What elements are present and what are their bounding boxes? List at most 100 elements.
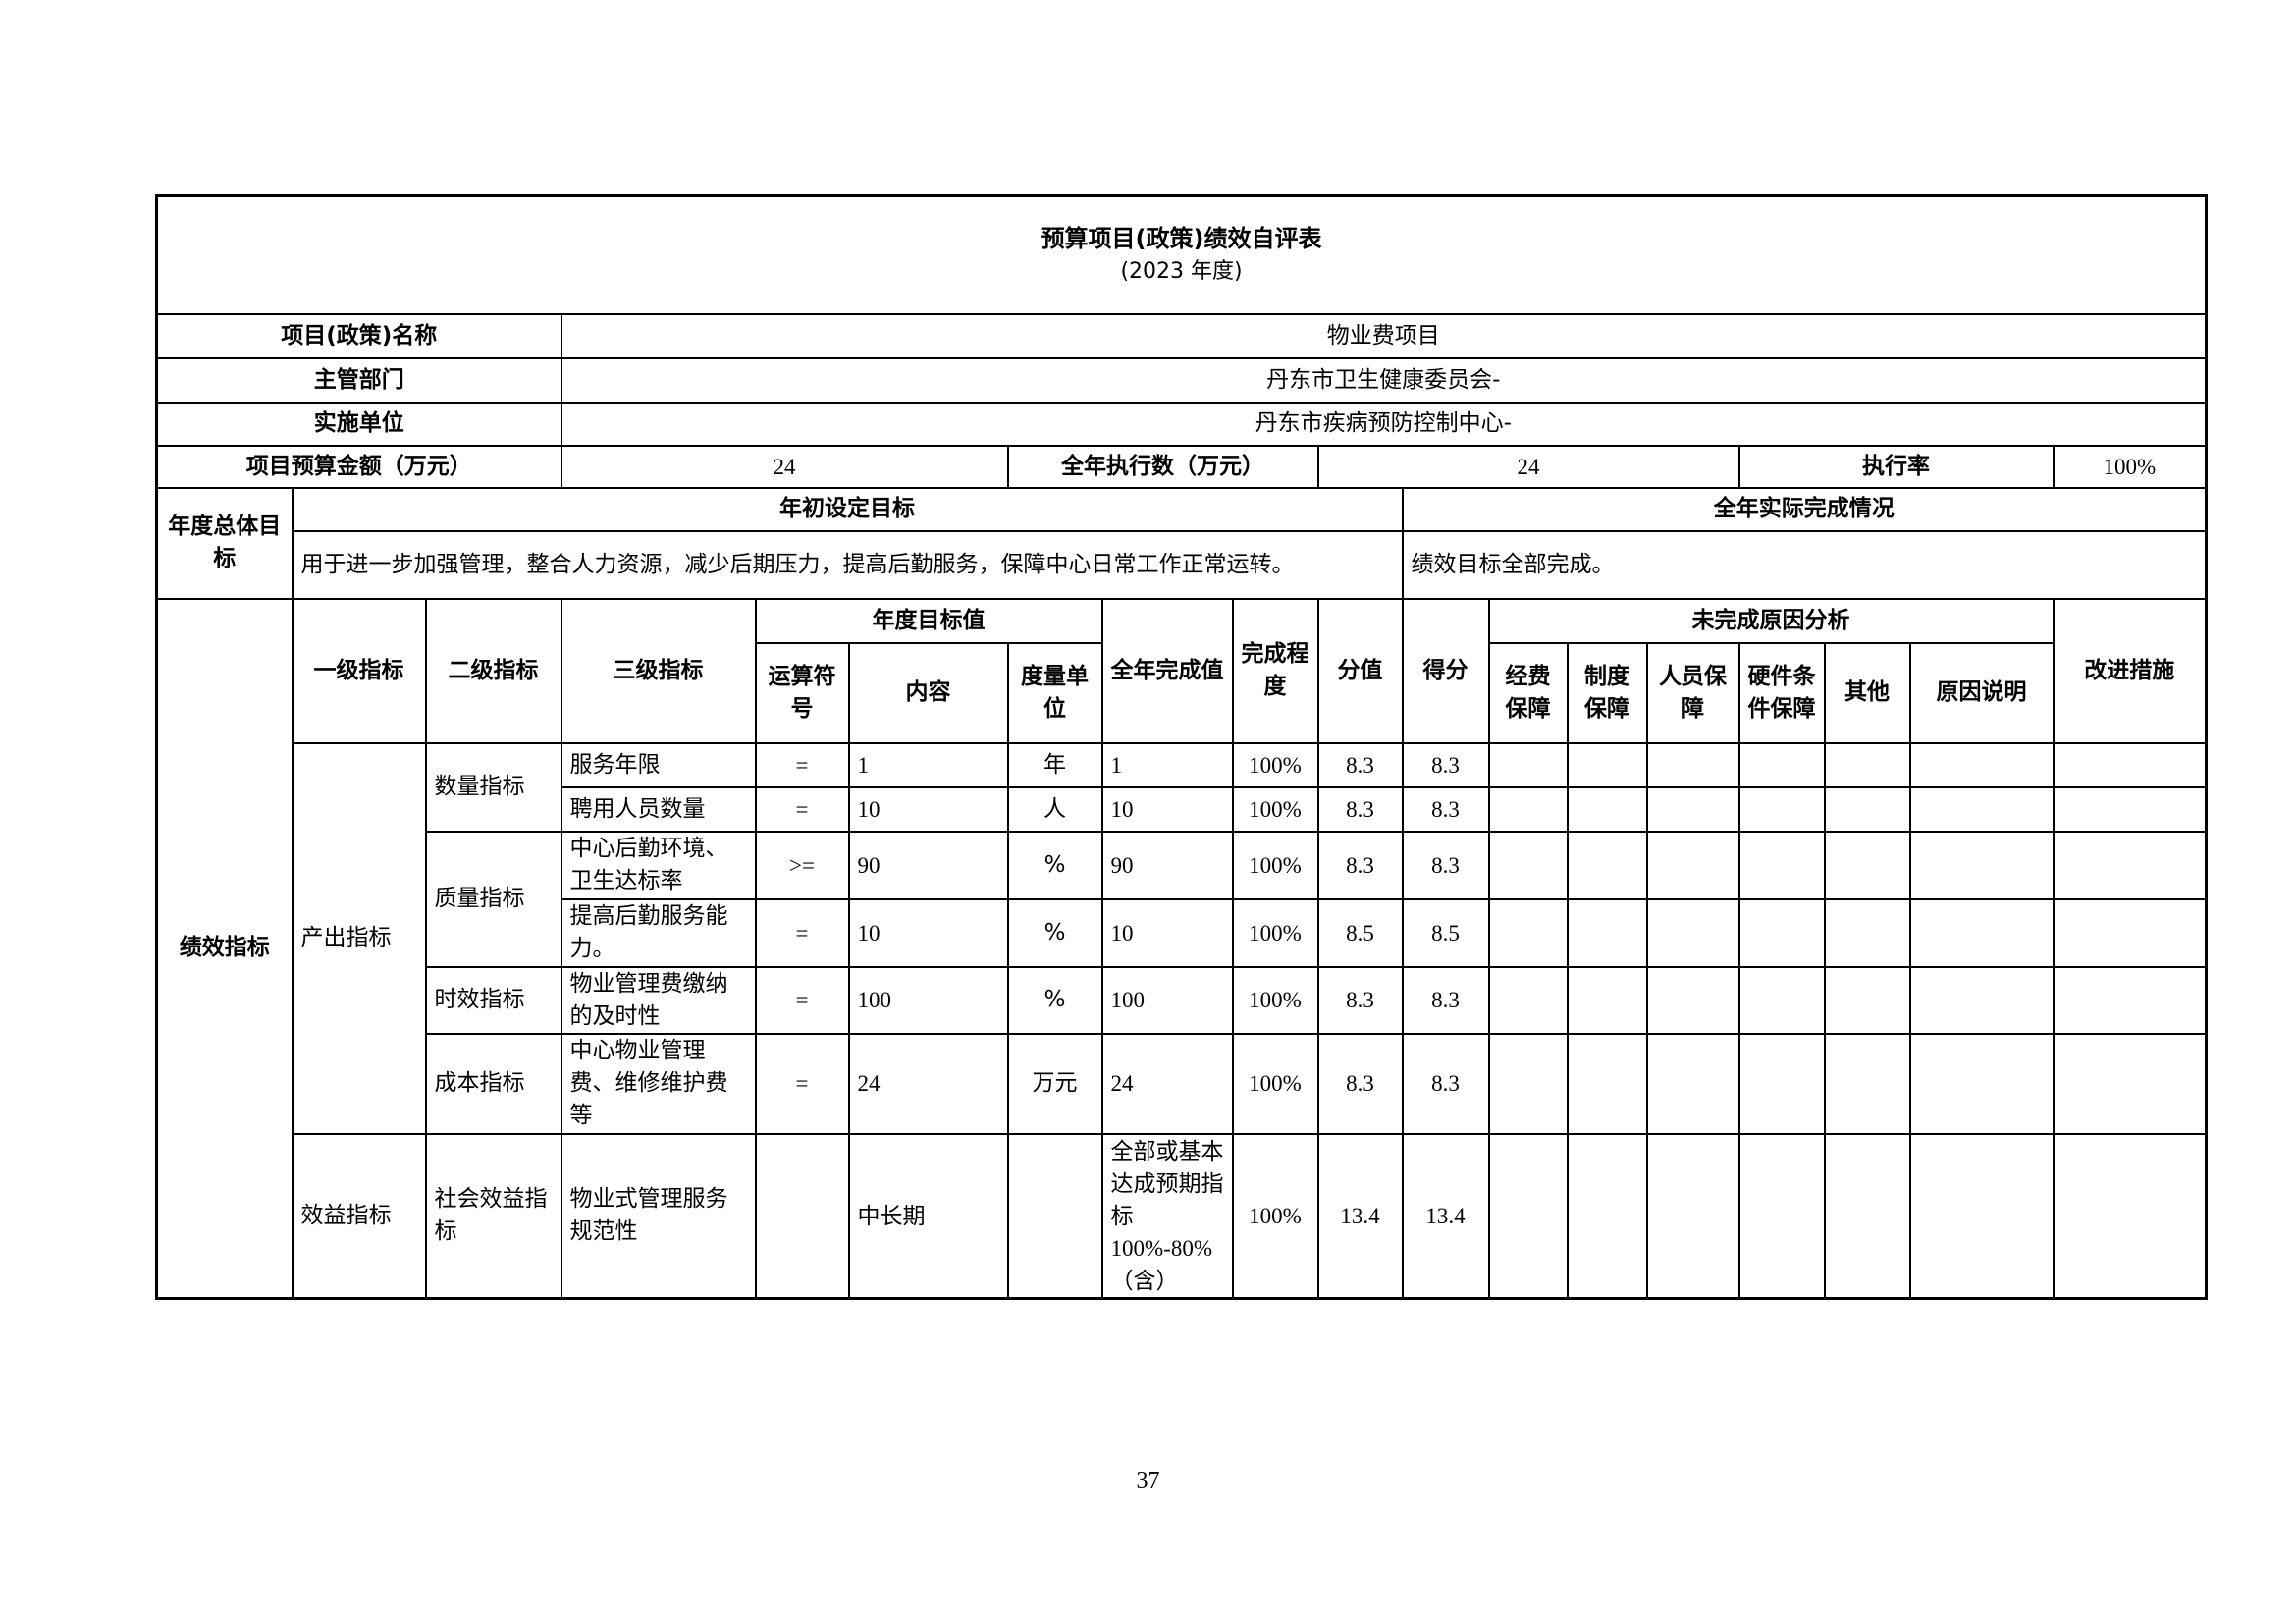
- weight-cell: 8.5: [1316, 897, 1404, 968]
- dept-label: 主管部门: [155, 356, 562, 404]
- group-timeliness: 时效指标: [424, 965, 562, 1035]
- table-row: 提高后勤服务能力。 = 10% 10 100% 8.5 8.5: [157, 897, 2208, 968]
- unit-cell: 人: [1006, 785, 1103, 833]
- header-actual: 全年完成值: [1100, 597, 1234, 744]
- header-score: 得分: [1401, 597, 1490, 744]
- header-improvement: 改进措施: [2052, 597, 2208, 744]
- empty-cell: [1908, 1132, 2055, 1300]
- empty-cell: [1737, 1132, 1826, 1300]
- header-weight: 分值: [1316, 597, 1404, 744]
- performance-self-evaluation-table: 预算项目(政策)绩效自评表 (2023 年度) 项目(政策)名称 物业费项目 主…: [155, 194, 2209, 1300]
- empty-cell: [1487, 897, 1569, 968]
- operator-cell: =: [754, 897, 850, 968]
- score-cell: 8.3: [1401, 1032, 1490, 1135]
- target-content-cell: 10: [847, 897, 1009, 968]
- table-row: 效益指标 社会效益指标 物业式管理服务规范性 中长期 全部或基本达成预期指标100%…: [157, 1132, 2208, 1300]
- empty-cell: [1645, 741, 1740, 788]
- header-operator: 运算符号: [754, 641, 850, 744]
- rate-value: 100%: [2052, 444, 2208, 489]
- indicators-label: 绩效指标: [155, 597, 294, 1300]
- unit-cell: %: [1006, 830, 1103, 900]
- table-row: 时效指标 物业管理费缴纳的及时性 = 100% 100 100% 8.3 8.3: [157, 965, 2208, 1035]
- completion-cell: 100%: [1231, 897, 1319, 968]
- empty-cell: [1645, 830, 1740, 900]
- empty-cell: [1908, 897, 2055, 968]
- actual-value-cell: 90: [1100, 830, 1234, 900]
- target-text: 用于进一步加强管理，整合人力资源，减少后期压力，提高后勤服务，保障中心日常工作正…: [291, 529, 1404, 600]
- actual-value-cell: 10: [1100, 897, 1234, 968]
- indicator-name-cell: 中心后勤环境、卫生达标率: [560, 830, 757, 900]
- indicator-name-cell: 中心物业管理费、维修维护费等: [560, 1032, 757, 1135]
- target-content-cell: 10: [847, 785, 1009, 833]
- actual-value-cell: 10: [1100, 785, 1234, 833]
- empty-cell: [1645, 897, 1740, 968]
- score-cell: 8.3: [1401, 785, 1490, 833]
- header-annual-target: 年度目标值: [754, 597, 1103, 644]
- empty-cell: [1823, 830, 1911, 900]
- empty-cell: [2052, 1032, 2208, 1135]
- score-cell: 8.5: [1401, 897, 1490, 968]
- weight-cell: 13.4: [1316, 1132, 1404, 1300]
- empty-cell: [1908, 741, 2055, 788]
- weight-cell: 8.3: [1316, 741, 1404, 788]
- unit-value: 丹东市疾病预防控制中心-: [560, 401, 2208, 447]
- empty-cell: [2052, 830, 2208, 900]
- empty-cell: [1823, 897, 1911, 968]
- unit-cell: %: [1006, 897, 1103, 968]
- unit-cell: 年: [1006, 741, 1103, 788]
- empty-cell: [1823, 965, 1911, 1035]
- target-content-cell: 100: [847, 965, 1009, 1035]
- budget-label: 项目预算金额（万元）: [155, 444, 562, 489]
- empty-cell: [1566, 965, 1648, 1035]
- empty-cell: [1823, 1132, 1911, 1300]
- header-completion: 完成程度: [1231, 597, 1319, 744]
- unit-cell: %: [1006, 965, 1103, 1035]
- completion-cell: 100%: [1231, 1032, 1319, 1135]
- header-content: 内容: [847, 641, 1009, 744]
- empty-cell: [1645, 1132, 1740, 1300]
- indicator-name-cell: 聘用人员数量: [560, 785, 757, 833]
- actual-text: 绩效目标全部完成。: [1401, 529, 2208, 600]
- operator-cell: =: [754, 741, 850, 788]
- header-funding: 经费保障: [1487, 641, 1569, 744]
- operator-cell: [754, 1132, 850, 1300]
- weight-cell: 8.3: [1316, 1032, 1404, 1135]
- empty-cell: [1645, 785, 1740, 833]
- annual-goal-label: 年度总体目标: [155, 486, 294, 600]
- empty-cell: [1737, 897, 1826, 968]
- unit-cell: [1006, 1132, 1103, 1300]
- executed-value: 24: [1316, 444, 1740, 489]
- table-row: 质量指标 中心后勤环境、卫生达标率 >= 90% 90 100% 8.3 8.3: [157, 830, 2208, 968]
- header-hardware: 硬件条件保障: [1737, 641, 1826, 744]
- operator-cell: =: [754, 965, 850, 1035]
- group-cost: 成本指标: [424, 1032, 562, 1135]
- target-header: 年初设定目标: [291, 486, 1404, 532]
- empty-cell: [1566, 1132, 1648, 1300]
- empty-cell: [1908, 1032, 2055, 1135]
- group-quantity: 数量指标: [424, 741, 562, 833]
- header-level1: 一级指标: [291, 597, 427, 744]
- header-reason-note: 原因说明: [1908, 641, 2055, 744]
- empty-cell: [1487, 1132, 1569, 1300]
- table-title: 预算项目(政策)绩效自评表: [1041, 224, 1322, 252]
- rate-label: 执行率: [1737, 444, 2055, 489]
- indicator-name-cell: 物业管理费缴纳的及时性: [560, 965, 757, 1035]
- empty-cell: [2052, 1132, 2208, 1300]
- empty-cell: [1823, 785, 1911, 833]
- weight-cell: 8.3: [1316, 965, 1404, 1035]
- page-number: 37: [1136, 1468, 1160, 1493]
- operator-cell: =: [754, 1032, 850, 1135]
- budget-value: 24: [560, 444, 1009, 489]
- empty-cell: [2052, 741, 2208, 788]
- score-cell: 8.3: [1401, 965, 1490, 1035]
- empty-cell: [2052, 965, 2208, 1035]
- dept-value: 丹东市卫生健康委员会-: [560, 356, 2208, 404]
- header-staff: 人员保障: [1645, 641, 1740, 744]
- indicator-name-cell: 服务年限: [560, 741, 757, 788]
- group-social: 社会效益指标: [424, 1132, 562, 1300]
- project-name-label: 项目(政策)名称: [155, 312, 562, 359]
- empty-cell: [1737, 1032, 1826, 1135]
- header-reason-analysis: 未完成原因分析: [1487, 597, 2055, 644]
- empty-cell: [1645, 965, 1740, 1035]
- empty-cell: [1487, 965, 1569, 1035]
